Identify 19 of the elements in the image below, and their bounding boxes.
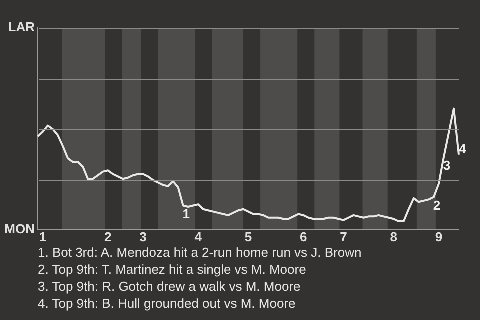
text: MON <box>4 222 35 237</box>
annotation: 1 <box>182 206 190 222</box>
x-tick-label: 1 <box>39 229 47 244</box>
x-tick-label: 9 <box>435 229 443 244</box>
text: 4. Top 9th: B. Hull grounded out vs M. Moore <box>38 295 297 312</box>
text: 1. Bot 3rd: A. Mendoza hit a 2-run home run vs J. Brown <box>38 244 362 261</box>
x-tick-label: 2 <box>104 229 112 244</box>
annotation: 4 <box>459 141 467 156</box>
annotation: 2 <box>433 198 441 213</box>
x-tick-label: 5 <box>244 229 252 244</box>
x-tick-label: 6 <box>300 229 308 244</box>
text: 2. Top 9th: T. Martinez hit a single vs M. Moore <box>38 261 308 278</box>
x-tick-label: 3 <box>140 229 147 244</box>
text: 3. Top 9th: R. Gotch drew a walk vs M. Moore <box>38 278 302 295</box>
x-tick-label: 4 <box>194 229 203 244</box>
x-tick-label: 7 <box>340 229 348 244</box>
text: LAR <box>8 20 36 35</box>
annotation: 3 <box>443 158 451 173</box>
x-tick-label: 8 <box>390 229 398 244</box>
